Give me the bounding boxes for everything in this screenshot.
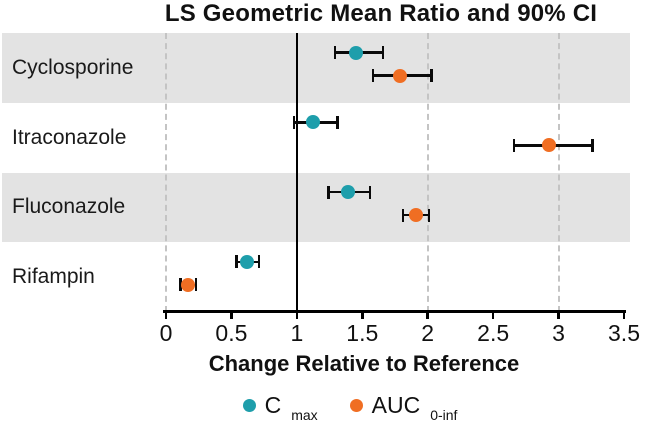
axis-tick xyxy=(230,312,233,319)
row-band-cyclosporine xyxy=(2,33,630,103)
error-bar-cap xyxy=(371,69,374,82)
legend-label-cmax-subscript: max xyxy=(291,406,318,423)
error-bar-cap xyxy=(194,278,198,292)
axis-tick-label: 2.5 xyxy=(477,320,510,346)
auc0inf-marker-icon xyxy=(349,398,363,412)
data-point-auc0inf-rifampin xyxy=(181,277,196,292)
category-label-fluconazole: Fluconazole xyxy=(12,195,126,219)
legend-item-cmax: C max xyxy=(242,391,318,423)
axis-tick xyxy=(622,312,626,319)
error-bar-cap xyxy=(333,46,337,59)
error-bar-cap xyxy=(292,115,296,129)
axis-tick xyxy=(557,312,560,319)
error-bar-cap xyxy=(235,255,238,269)
axis-tick xyxy=(295,312,299,319)
axis-tick-label: 1.5 xyxy=(346,320,379,346)
error-bar-cap xyxy=(179,278,182,292)
error-bar-cap xyxy=(401,208,405,222)
data-point-cmax-fluconazole xyxy=(340,185,355,199)
axis-tick-label: 0 xyxy=(159,320,173,346)
x-gridline xyxy=(426,33,429,312)
x-axis-label: Change Relative to Reference xyxy=(208,351,520,376)
data-point-auc0inf-cyclosporine xyxy=(393,68,408,83)
data-point-cmax-itraconazole xyxy=(305,115,320,130)
legend-label-auc0inf: AUC xyxy=(371,391,421,418)
error-bar-cap xyxy=(368,185,372,199)
error-bar-cap xyxy=(336,115,339,129)
axis-tick-label: 0.5 xyxy=(215,320,248,346)
data-point-auc0inf-itraconazole xyxy=(542,138,557,153)
axis-tick xyxy=(164,312,168,319)
error-bar-cap xyxy=(427,208,431,222)
x-gridline xyxy=(557,33,560,312)
axis-tick xyxy=(491,312,495,319)
data-point-cmax-cyclosporine xyxy=(348,45,363,60)
error-bar-cap xyxy=(257,255,261,269)
axis-tick xyxy=(426,312,429,319)
legend-label-cmax: C xyxy=(264,391,282,418)
data-point-cmax-rifampin xyxy=(240,254,255,269)
data-point-auc0inf-fluconazole xyxy=(408,208,423,222)
x-axis xyxy=(163,310,626,313)
error-bar-cap xyxy=(591,138,594,152)
category-label-itraconazole: Itraconazole xyxy=(12,125,127,149)
error-bar-cap xyxy=(512,138,516,152)
category-label-cyclosporine: Cyclosporine xyxy=(12,55,134,79)
cmax-marker-icon xyxy=(242,398,256,412)
axis-tick-label: 3 xyxy=(552,320,565,346)
legend-item-auc0inf: AUC 0-inf xyxy=(349,391,457,423)
reference-line xyxy=(295,33,299,312)
chart-title: LS Geometric Mean Ratio and 90% CI xyxy=(164,0,598,27)
error-bar-cap xyxy=(327,185,330,199)
x-gridline xyxy=(165,33,167,312)
axis-tick-label: 3.5 xyxy=(608,320,640,346)
legend-label-auc0inf-subscript: 0-inf xyxy=(430,406,458,423)
axis-tick-label: 2 xyxy=(421,320,435,346)
axis-tick xyxy=(361,312,364,319)
error-bar-cap xyxy=(381,46,385,59)
row-band-fluconazole xyxy=(2,172,630,243)
axis-tick-label: 1 xyxy=(290,320,304,346)
category-label-rifampin: Rifampin xyxy=(12,265,95,289)
error-bar-cap xyxy=(430,69,433,82)
legend: C max AUC 0-inf xyxy=(100,390,600,423)
